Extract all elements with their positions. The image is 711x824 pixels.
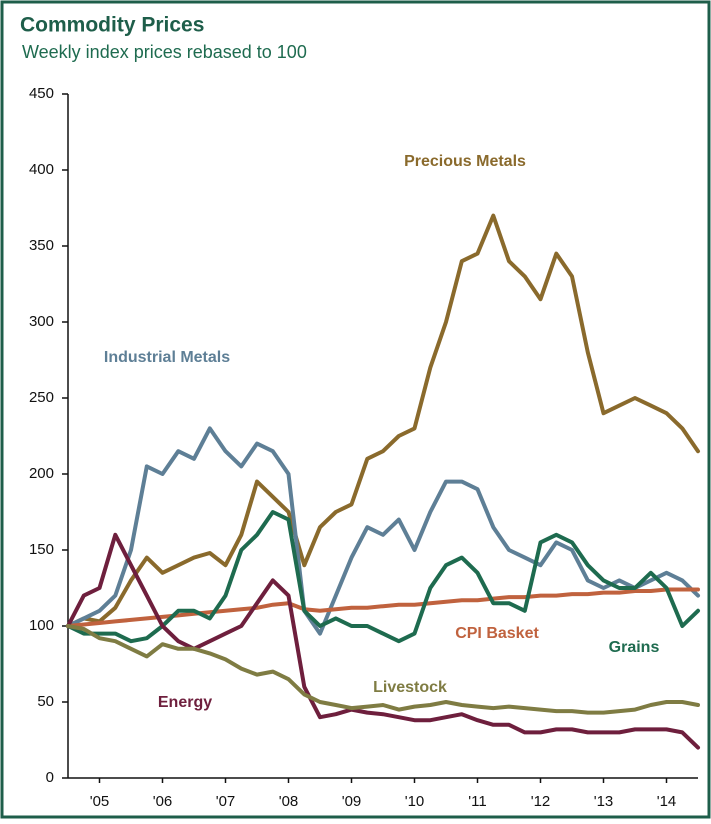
y-tick-label: 300 bbox=[29, 313, 54, 330]
y-tick-label: 400 bbox=[29, 161, 54, 178]
y-tick-label: 450 bbox=[29, 85, 54, 102]
series-label: Precious Metals bbox=[404, 153, 526, 170]
series-label: CPI Basket bbox=[455, 625, 539, 642]
series-line bbox=[66, 624, 700, 715]
y-tick-label: 150 bbox=[29, 541, 54, 558]
y-tick-label: 200 bbox=[29, 465, 54, 482]
series-label: Industrial Metals bbox=[104, 349, 230, 366]
y-tick-label: 100 bbox=[29, 617, 54, 634]
x-tick-label: '07 bbox=[216, 793, 236, 810]
series-line bbox=[66, 532, 700, 750]
y-tick-label: 350 bbox=[29, 237, 54, 254]
y-tick-label: 0 bbox=[46, 769, 54, 786]
chart-title: Commodity Prices bbox=[20, 14, 204, 37]
series-label: Livestock bbox=[373, 679, 447, 696]
x-tick-label: '14 bbox=[657, 793, 677, 810]
series-line bbox=[66, 426, 700, 636]
x-tick-label: '05 bbox=[90, 793, 110, 810]
x-tick-label: '12 bbox=[531, 793, 551, 810]
series-label: Energy bbox=[158, 694, 212, 711]
y-tick-label: 50 bbox=[37, 693, 54, 710]
y-tick-label: 250 bbox=[29, 389, 54, 406]
series-line bbox=[66, 510, 700, 644]
series-label: Grains bbox=[609, 639, 660, 656]
chart-subtitle: Weekly index prices rebased to 100 bbox=[22, 42, 307, 62]
x-tick-label: '11 bbox=[468, 793, 486, 810]
x-tick-label: '13 bbox=[594, 793, 614, 810]
x-tick-label: '09 bbox=[342, 793, 362, 810]
x-tick-label: '10 bbox=[405, 793, 425, 810]
x-tick-label: '06 bbox=[153, 793, 173, 810]
series-line bbox=[66, 213, 700, 628]
x-tick-label: '08 bbox=[279, 793, 299, 810]
